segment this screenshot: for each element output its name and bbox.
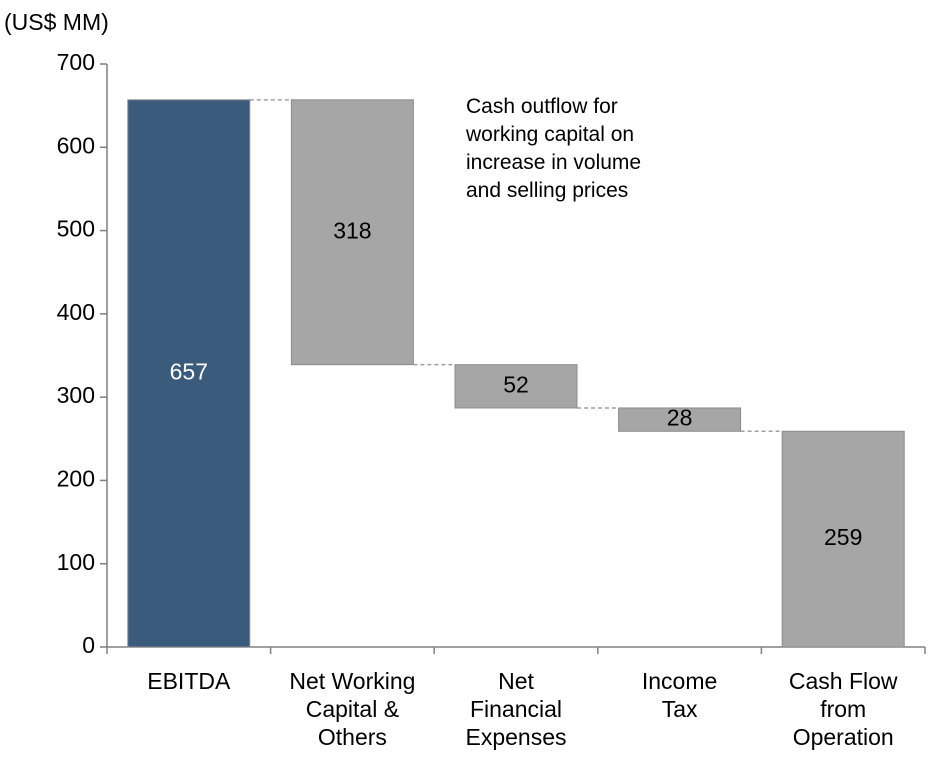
y-tick-label: 500 (57, 216, 95, 242)
value-label: 657 (170, 358, 208, 384)
y-tick-label: 100 (57, 549, 95, 575)
value-label: 318 (333, 217, 371, 243)
x-tick-label: Net Financial Expenses (465, 668, 566, 750)
y-tick-label: 0 (82, 632, 95, 658)
value-label: 52 (503, 371, 529, 397)
x-tick-label: Net Working Capital & Others (289, 668, 415, 750)
bar (290, 99, 414, 366)
x-tick-label: Cash Flow from Operation (789, 668, 898, 750)
x-tick-label: Income Tax (642, 668, 717, 722)
y-tick-label: 600 (57, 132, 95, 158)
bar (618, 407, 742, 432)
bar (781, 430, 905, 648)
bar (454, 364, 578, 409)
value-label: 259 (824, 524, 862, 550)
bar (127, 99, 251, 648)
axis-unit: (US$ MM) (4, 9, 109, 35)
value-label: 28 (667, 405, 693, 431)
x-tick-label: EBITDA (147, 668, 231, 694)
y-tick-label: 400 (57, 299, 95, 325)
y-tick-label: 300 (57, 382, 95, 408)
y-tick-label: 700 (57, 49, 95, 75)
annotation: Cash outflow for working capital on increa… (465, 95, 641, 202)
y-tick-label: 200 (57, 466, 95, 492)
